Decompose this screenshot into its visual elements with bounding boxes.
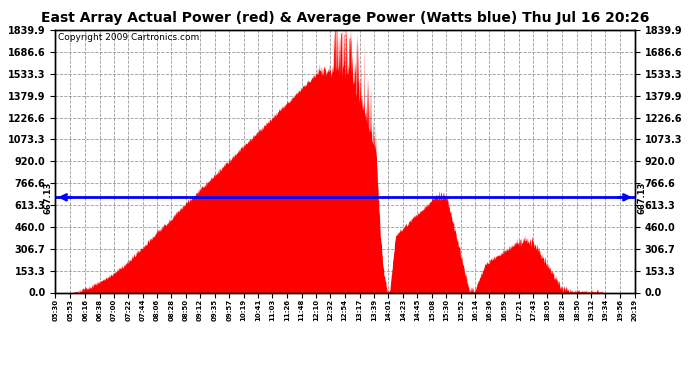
Text: 667.13: 667.13 [43, 181, 52, 213]
Text: Copyright 2009 Cartronics.com: Copyright 2009 Cartronics.com [58, 33, 199, 42]
Text: 667.13: 667.13 [638, 181, 647, 213]
Text: East Array Actual Power (red) & Average Power (Watts blue) Thu Jul 16 20:26: East Array Actual Power (red) & Average … [41, 11, 649, 25]
